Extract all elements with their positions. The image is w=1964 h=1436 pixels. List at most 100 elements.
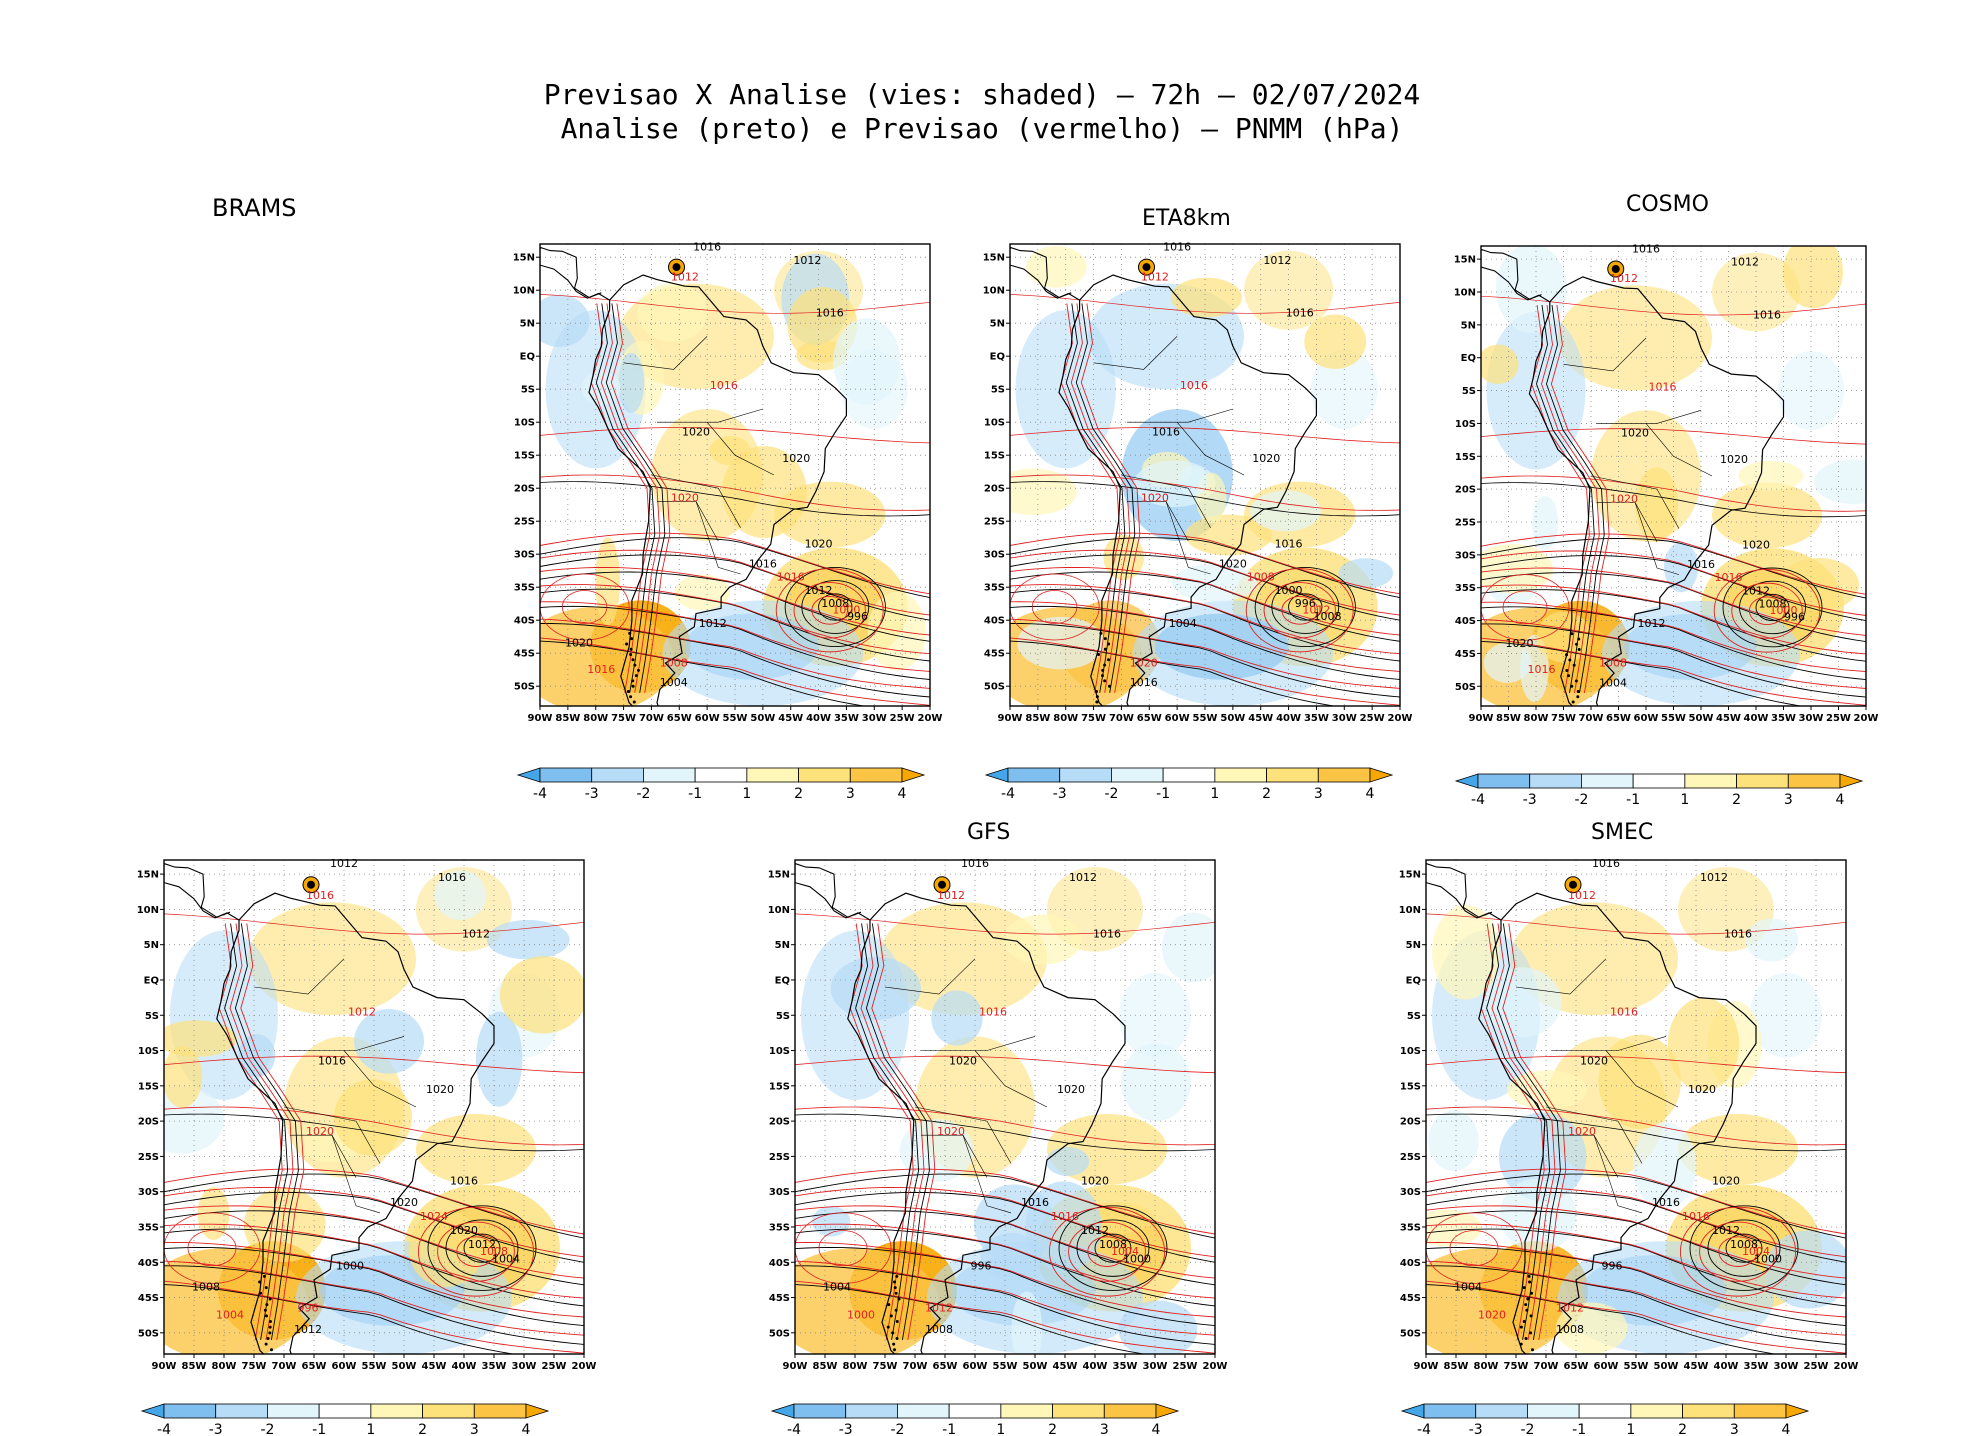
lon-tick-label: 85W — [182, 1361, 207, 1372]
map-panel-gfs: 1016 1012 1016 1012 1016 1020 1020 1020 1016 1020… — [763, 857, 1228, 1376]
contour-label: 1008 — [1314, 610, 1342, 623]
grid-lines — [1426, 860, 1846, 1354]
contour-label: 1016 — [438, 871, 466, 884]
colorbar-segment — [370, 1403, 423, 1419]
contour-label: 1016 — [1652, 1196, 1680, 1209]
lon-tick-label: 50W — [1654, 1361, 1679, 1372]
lon-tick-label: 75W — [611, 713, 636, 724]
contour-label: 1016 — [1753, 308, 1781, 321]
lon-tick-label: 85W — [1496, 713, 1521, 724]
lat-tick-label: 5N — [1406, 940, 1421, 951]
lat-tick-label: 5N — [520, 319, 535, 330]
colorbar-arrow-high — [1369, 767, 1394, 783]
lat-tick-label: EQ — [520, 352, 535, 363]
colorbar-tick-label: 1 — [366, 1422, 375, 1436]
colorbar-tick-label: -1 — [312, 1422, 326, 1436]
colorbar-svg-cosmo: -4 -3 -2 -1 1 2 3 4 — [1454, 773, 1864, 808]
colorbar-segment — [897, 1403, 950, 1419]
contour-label: 1016 — [450, 1175, 478, 1188]
colorbar-tick-label: -2 — [260, 1422, 274, 1436]
colorbar-svg-gfs: -4 -3 -2 -1 1 2 3 4 — [770, 1403, 1180, 1436]
lat-tick-label: 5S — [1407, 1011, 1421, 1022]
colorbar-tick-label: -2 — [1574, 792, 1588, 808]
lon-tick-label: 55W — [1661, 713, 1686, 724]
contour-label: 1008 — [1759, 597, 1787, 610]
colorbar-svg-brams: -4 -3 -2 -1 1 2 3 4 — [516, 767, 926, 802]
lon-tick-label: 30W — [512, 1361, 537, 1372]
lon-tick-label: 75W — [242, 1361, 267, 1372]
lon-tick-label: 90W — [998, 713, 1023, 724]
lat-tick-label: 10N — [768, 905, 790, 916]
contour-label: 1000 — [1123, 1252, 1151, 1265]
colorbar-content: -4 -3 -2 -1 1 2 3 4 — [516, 767, 926, 802]
contour-label: 1004 — [1169, 617, 1197, 630]
lat-tick-label: 40S — [138, 1258, 159, 1269]
lat-tick-label: 15S — [1400, 1081, 1421, 1092]
coastline — [164, 862, 495, 1354]
lat-tick-label: 5S — [1462, 386, 1476, 397]
colorbar-segment — [1529, 773, 1582, 789]
contour-label: 1020 — [306, 1125, 334, 1138]
contour-label: 1016 — [1286, 307, 1314, 320]
coastline — [1481, 248, 1785, 706]
colorbar-arrow-low — [770, 1403, 795, 1419]
colorbar-tick-label: -4 — [1417, 1422, 1431, 1436]
colorbar-svg-brams-lower: -4 -3 -2 -1 1 2 3 4 — [140, 1403, 550, 1436]
colorbar-segment — [1632, 773, 1686, 789]
colorbar-brams-lower: -4 -3 -2 -1 1 2 3 4 — [140, 1402, 550, 1436]
colorbar-segment — [422, 1403, 475, 1419]
coastline — [1010, 246, 1317, 706]
colorbar-content: -4 -3 -2 -1 1 2 3 4 — [984, 767, 1394, 802]
colorbar-eta: -4 -3 -2 -1 1 2 3 4 — [984, 766, 1394, 806]
contour-label: 1008 — [821, 597, 849, 610]
colorbar-segment — [694, 767, 748, 783]
lat-tick-label: 45S — [514, 649, 535, 660]
colorbar-segment — [1266, 767, 1319, 783]
colorbar-arrow-low — [1400, 1403, 1425, 1419]
contour-label: 1008 — [1247, 571, 1275, 584]
lon-tick-label: 70W — [903, 1361, 928, 1372]
colorbar-segment — [798, 767, 851, 783]
colorbar-tick-label: 3 — [470, 1422, 479, 1436]
isobars — [795, 913, 1215, 1354]
colorbar-gfs: -4 -3 -2 -1 1 2 3 4 — [770, 1402, 1180, 1436]
colorbar-tick-label: -3 — [585, 786, 599, 802]
lon-tick-label: 85W — [1025, 713, 1050, 724]
colorbar-tick-label: -4 — [533, 786, 547, 802]
contour-label: 1016 — [1093, 928, 1121, 941]
contour-label: 1020 — [390, 1196, 418, 1209]
colorbar-tick-label: -2 — [890, 1422, 904, 1436]
lat-tick-label: 10S — [514, 418, 535, 429]
contour-label: 1012 — [348, 1005, 376, 1018]
contour-label: 1012 — [1302, 604, 1330, 617]
lat-tick-label: 40S — [1400, 1258, 1421, 1269]
lat-tick-label: 50S — [1455, 682, 1476, 693]
colorbar-tick-label: 4 — [1366, 786, 1375, 802]
lon-tick-label: 40W — [1714, 1361, 1739, 1372]
isobars — [1426, 913, 1846, 1354]
contour-label: 1012 — [1556, 1302, 1584, 1315]
lon-tick-label: 80W — [212, 1361, 237, 1372]
lon-tick-label: 80W — [1524, 713, 1549, 724]
contour-label: 1012 — [699, 617, 727, 630]
lat-tick-label: 5N — [1461, 320, 1476, 331]
lat-tick-label: 15N — [983, 253, 1005, 264]
lat-tick-label: 45S — [984, 649, 1005, 660]
lon-tick-label: 60W — [1634, 713, 1659, 724]
colorbar-tick-label: -3 — [1523, 792, 1537, 808]
map-content: 1016101210161012101610201020102010161020… — [513, 241, 943, 724]
lat-tick-label: 15N — [513, 253, 535, 264]
lat-tick-label: 25S — [138, 1152, 159, 1163]
contour-label: 1020 — [1219, 557, 1247, 570]
coastline — [1426, 862, 1757, 1354]
colorbar-tick-label: 4 — [898, 786, 907, 802]
map-svg-brams: 1016101210161012101610201020102010161020… — [513, 241, 943, 724]
colorbar-svg-eta: -4 -3 -2 -1 1 2 3 4 — [984, 767, 1394, 802]
lat-tick-label: 35S — [769, 1222, 790, 1233]
contour-label: 1016 — [1051, 1210, 1079, 1223]
lat-tick-label: 25S — [984, 517, 1005, 528]
lat-tick-label: 30S — [1400, 1187, 1421, 1198]
colorbar-segment — [1682, 1403, 1735, 1419]
contour-label: 1012 — [793, 254, 821, 267]
colorbar-segment — [1317, 767, 1371, 783]
